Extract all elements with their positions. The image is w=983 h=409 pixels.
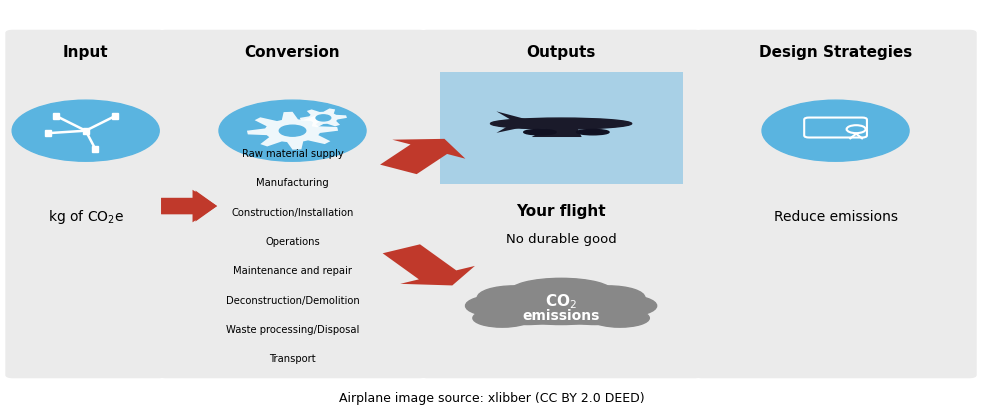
FancyBboxPatch shape xyxy=(439,128,682,139)
Ellipse shape xyxy=(509,279,612,305)
Ellipse shape xyxy=(473,309,532,327)
Circle shape xyxy=(279,126,306,137)
Text: kg of CO$_2$e: kg of CO$_2$e xyxy=(47,208,124,226)
Text: Operations: Operations xyxy=(265,236,319,247)
Text: Construction/Installation: Construction/Installation xyxy=(231,207,354,217)
Polygon shape xyxy=(532,126,582,138)
Ellipse shape xyxy=(593,295,657,317)
Text: Airplane image source: xlibber (CC BY 2.0 DEED): Airplane image source: xlibber (CC BY 2.… xyxy=(339,391,644,404)
FancyBboxPatch shape xyxy=(439,162,682,173)
Text: Waste processing/Disposal: Waste processing/Disposal xyxy=(226,324,359,334)
Polygon shape xyxy=(496,127,529,133)
Circle shape xyxy=(762,101,909,162)
Text: emissions: emissions xyxy=(522,308,600,322)
Text: Manufacturing: Manufacturing xyxy=(257,178,329,188)
Polygon shape xyxy=(161,191,217,222)
Circle shape xyxy=(219,101,366,162)
FancyBboxPatch shape xyxy=(439,72,682,84)
FancyBboxPatch shape xyxy=(439,95,682,106)
Text: CO$_2$: CO$_2$ xyxy=(546,292,577,310)
Text: Outputs: Outputs xyxy=(527,45,596,60)
Circle shape xyxy=(12,101,159,162)
Polygon shape xyxy=(300,109,347,128)
Polygon shape xyxy=(161,190,217,223)
Text: Design Strategies: Design Strategies xyxy=(759,45,912,60)
Ellipse shape xyxy=(507,303,615,325)
FancyBboxPatch shape xyxy=(694,31,977,378)
Polygon shape xyxy=(382,245,475,286)
Text: Your flight: Your flight xyxy=(516,203,606,218)
Ellipse shape xyxy=(524,130,556,135)
FancyBboxPatch shape xyxy=(439,151,682,162)
FancyBboxPatch shape xyxy=(420,31,702,378)
Ellipse shape xyxy=(491,119,632,130)
Ellipse shape xyxy=(478,286,550,310)
Ellipse shape xyxy=(571,286,645,310)
Text: Conversion: Conversion xyxy=(245,45,340,60)
Text: Transport: Transport xyxy=(269,353,316,364)
FancyBboxPatch shape xyxy=(439,72,682,184)
Text: Reduce emissions: Reduce emissions xyxy=(774,210,897,224)
Polygon shape xyxy=(496,112,529,121)
Text: Maintenance and repair: Maintenance and repair xyxy=(233,266,352,276)
FancyBboxPatch shape xyxy=(439,139,682,151)
FancyBboxPatch shape xyxy=(5,31,166,378)
FancyBboxPatch shape xyxy=(158,31,427,378)
Ellipse shape xyxy=(486,303,568,325)
Text: Input: Input xyxy=(63,45,108,60)
FancyBboxPatch shape xyxy=(439,117,682,128)
Text: No durable good: No durable good xyxy=(505,233,616,245)
Ellipse shape xyxy=(466,295,529,317)
Circle shape xyxy=(317,115,330,121)
FancyBboxPatch shape xyxy=(439,84,682,95)
FancyBboxPatch shape xyxy=(439,106,682,117)
Polygon shape xyxy=(247,112,338,150)
Ellipse shape xyxy=(553,303,637,325)
Ellipse shape xyxy=(577,130,609,135)
Text: Raw material supply: Raw material supply xyxy=(242,149,343,159)
Text: Deconstruction/Demolition: Deconstruction/Demolition xyxy=(226,295,360,305)
Polygon shape xyxy=(380,139,465,175)
Ellipse shape xyxy=(591,309,650,327)
